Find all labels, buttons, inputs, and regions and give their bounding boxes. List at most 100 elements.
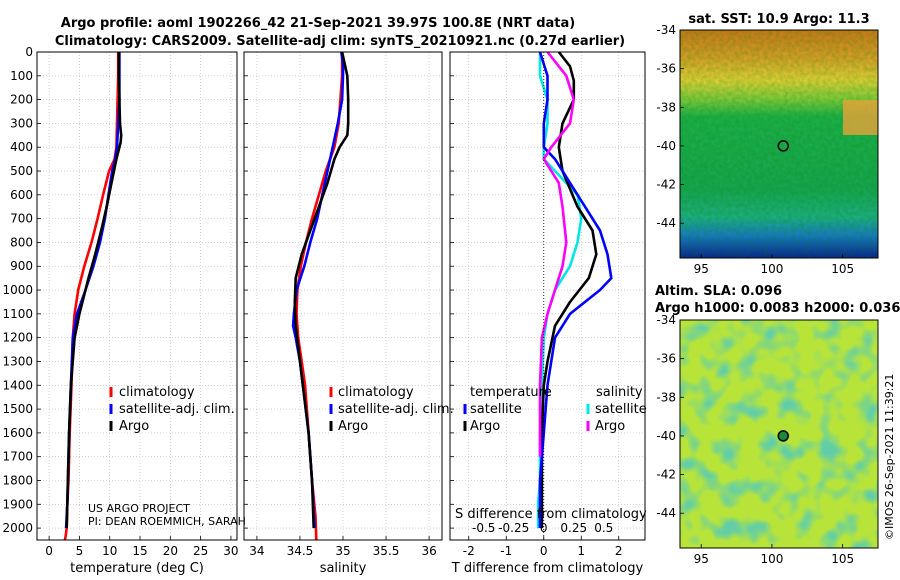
series-line-argo — [65, 52, 123, 529]
plot-area — [450, 52, 645, 540]
y-tick-label: 1600 — [2, 426, 33, 440]
salinity-legend: climatology satellite-adj. clim. Argo — [329, 385, 454, 434]
y-tick-label: 1500 — [2, 402, 33, 416]
map-y-tick-label: -44 — [656, 216, 676, 230]
map-y-tick-label: -42 — [656, 178, 676, 192]
legend-label-temp-satellite: satellite — [470, 402, 522, 417]
y-tick-label: 1400 — [2, 378, 33, 392]
map-x-tick-label: 100 — [760, 552, 783, 566]
legend-header-temperature: temperature — [470, 385, 552, 400]
legend-label-climatology: climatology — [338, 385, 414, 400]
x-tick-label: 1 — [577, 544, 585, 558]
sla-map-subtitle: Argo h1000: 0.0083 h2000: 0.036 — [655, 301, 900, 316]
y-tick-label: 1300 — [2, 354, 33, 368]
map-x-tick-label: 100 — [760, 262, 783, 276]
map-x-tick-label: 105 — [831, 262, 854, 276]
legend-label-satellite: satellite-adj. clim. — [119, 402, 235, 417]
y-tick-label: 400 — [10, 140, 33, 154]
legend-label-sal-argo: Argo — [595, 419, 625, 434]
diff-top-axis-label: S difference from climatology — [455, 507, 647, 522]
y-tick-label: 200 — [10, 93, 33, 107]
y-tick-label: 1800 — [2, 473, 33, 487]
figure-title-line1: Argo profile: aoml 1902266_42 21-Sep-202… — [61, 16, 575, 31]
x-tick-label: 5 — [76, 544, 84, 558]
x-tick-label: 25 — [193, 544, 208, 558]
x-axis-label: salinity — [320, 561, 367, 576]
plot-frame — [449, 51, 646, 541]
map-x-tick-label: 95 — [694, 552, 709, 566]
y-tick-label: 1900 — [2, 497, 33, 511]
map-y-tick-label: -34 — [656, 313, 676, 327]
y-tick-label: 1200 — [2, 331, 33, 345]
x-tick-label: 30 — [223, 544, 238, 558]
legend-label-satellite: satellite-adj. clim. — [338, 402, 454, 417]
map-x-tick-label: 105 — [831, 552, 854, 566]
sla-map: 95 100 105 -34 -36 -38 -40 -42 -44 — [656, 313, 879, 566]
x-tick-label: -2 — [463, 544, 475, 558]
x-tick-label: 0 — [45, 544, 53, 558]
sst-axes: 95 100 105 -34 -36 -38 -40 -42 -44 — [656, 23, 854, 276]
x-tick-label: 10 — [102, 544, 117, 558]
map-x-tick-label: 95 — [694, 262, 709, 276]
x-tick-label: 0 — [540, 544, 548, 558]
x-tick-label: 35.5 — [373, 544, 400, 558]
y-tick-label: 700 — [10, 212, 33, 226]
series-line-argo — [293, 51, 350, 529]
x-axis-label: T difference from climatology — [451, 561, 644, 576]
sst-map-title: sat. SST: 10.9 Argo: 11.3 — [688, 12, 869, 27]
x-tick-label: 35 — [335, 544, 350, 558]
x-tick-label: -1 — [500, 544, 512, 558]
s-diff-tick-label: -0.25 — [498, 521, 529, 535]
x-tick-label: 36 — [421, 544, 436, 558]
y-tick-label: 100 — [10, 69, 33, 83]
legend-label-temp-argo: Argo — [470, 419, 500, 434]
map-y-tick-label: -38 — [656, 390, 676, 404]
pi-credit: PI: DEAN ROEMMICH, SARAH — [88, 515, 246, 528]
sst-warm-patch — [843, 100, 878, 135]
map-y-tick-label: -36 — [656, 352, 676, 366]
legend-header-salinity: salinity — [596, 385, 643, 400]
x-tick-label: 34 — [249, 544, 264, 558]
y-tick-label: 1000 — [2, 283, 33, 297]
legend-label-climatology: climatology — [119, 385, 195, 400]
y-tick-label: 300 — [10, 116, 33, 130]
argo-location-marker — [777, 430, 789, 442]
map-y-tick-label: -38 — [656, 100, 676, 114]
y-tick-label: 600 — [10, 188, 33, 202]
sla-frame — [679, 319, 879, 549]
project-credit: US ARGO PROJECT — [88, 502, 190, 515]
legend-label-argo: Argo — [119, 419, 149, 434]
argo-location-marker — [777, 140, 789, 152]
map-y-tick-label: -34 — [656, 23, 676, 37]
sla-axes: 95 100 105 -34 -36 -38 -40 -42 -44 — [656, 313, 854, 566]
y-tick-label: 500 — [10, 164, 33, 178]
figure-title-line2: Climatology: CARS2009. Satellite-adj cli… — [55, 34, 625, 49]
y-tick-label: 2000 — [2, 521, 33, 535]
x-tick-label: 34.5 — [287, 544, 314, 558]
legend-label-argo: Argo — [338, 419, 368, 434]
map-y-tick-label: -36 — [656, 62, 676, 76]
salinity-panel: 34 34.5 35 35.5 36 salinity — [243, 51, 443, 576]
series-line-salinity-argo — [538, 51, 576, 457]
difference-panel: -2 -1 0 1 2 T difference from climatology -0.5… — [449, 51, 646, 576]
y-tick-label: 1700 — [2, 450, 33, 464]
series-line-salinity-satellite — [538, 51, 613, 529]
plot-frame — [36, 51, 238, 541]
map-y-tick-label: -40 — [656, 139, 676, 153]
sla-map-title: Altim. SLA: 0.096 — [655, 284, 782, 299]
plot-frame — [243, 51, 443, 541]
copyright-stamp: ©IMOS 26-Sep-2021 11:39:21 — [883, 374, 896, 540]
x-tick-label: 20 — [163, 544, 178, 558]
s-diff-tick-label: 0 — [540, 521, 548, 535]
x-axis-label: temperature (deg C) — [70, 561, 204, 576]
temperature-panel: 0100200300400500600700800900100011001200… — [2, 45, 238, 576]
temperature-legend: climatology satellite-adj. clim. Argo — [109, 385, 235, 434]
y-tick-label: 800 — [10, 235, 33, 249]
legend-label-sal-satellite: satellite — [595, 402, 647, 417]
s-diff-tick-label: -0.5 — [472, 521, 495, 535]
sst-map: 95 100 105 -34 -36 -38 -40 -42 -44 — [656, 23, 879, 276]
x-tick-label: 2 — [615, 544, 623, 558]
map-y-tick-label: -42 — [656, 468, 676, 482]
difference-legend: temperature salinity satellite Argo sate… — [463, 385, 647, 434]
